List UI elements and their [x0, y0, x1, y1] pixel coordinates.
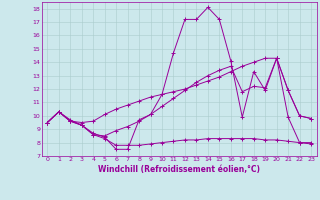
X-axis label: Windchill (Refroidissement éolien,°C): Windchill (Refroidissement éolien,°C) — [98, 165, 260, 174]
